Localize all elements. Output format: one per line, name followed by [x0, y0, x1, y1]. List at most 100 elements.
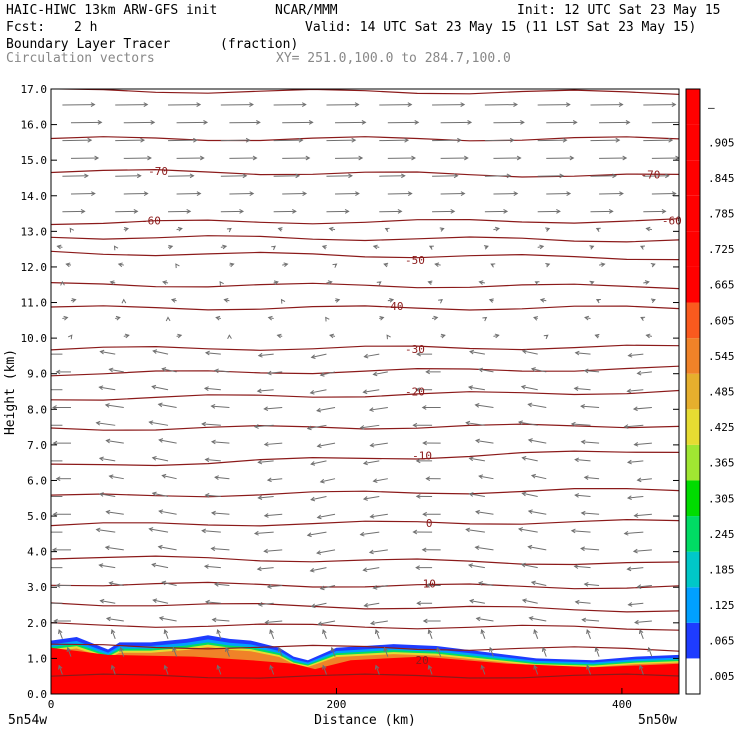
- vector-arrow: [211, 441, 230, 444]
- vector-arrow-head: [327, 280, 333, 285]
- vector-arrow-head: [527, 402, 533, 408]
- colorbar-label: .005: [708, 670, 735, 683]
- colorbar-label: .065: [708, 635, 735, 648]
- x-tick-label: 200: [327, 698, 347, 711]
- field-name: Boundary Layer Tracer: [6, 37, 171, 52]
- vector-arrow: [152, 386, 169, 391]
- vector-arrow-head: [483, 245, 489, 250]
- vector-arrow: [518, 528, 538, 533]
- vector-arrow-head: [404, 137, 410, 143]
- vector-arrow-head: [108, 474, 114, 480]
- vector-arrow-head: [319, 478, 325, 484]
- vector-arrow-head: [271, 245, 276, 251]
- vector-arrow-head: [623, 530, 629, 536]
- vector-arrow: [317, 513, 336, 518]
- vector-arrow-head: [439, 227, 445, 232]
- vector-arrow: [217, 629, 222, 640]
- vector-arrow: [96, 422, 116, 426]
- vector-arrow: [99, 386, 116, 391]
- vector-arrow: [633, 549, 652, 552]
- vector-arrow: [214, 370, 230, 373]
- vector-arrow: [364, 353, 380, 358]
- vector-arrow-head: [569, 155, 575, 161]
- vector-arrow-head: [427, 664, 433, 670]
- vector-arrow-head: [482, 316, 488, 322]
- vector-arrow-head: [44, 530, 48, 534]
- vector-arrow-head: [316, 550, 322, 555]
- vector-arrow-head: [411, 155, 416, 161]
- vector-arrow-head: [363, 602, 369, 608]
- vector-arrow-head: [465, 420, 471, 426]
- vector-arrow: [360, 424, 380, 429]
- vector-arrow: [258, 460, 274, 463]
- vector-arrow-head: [298, 137, 304, 143]
- vector-arrow-head: [384, 227, 390, 233]
- vector-arrow-head: [143, 191, 149, 196]
- vector-arrow-head: [530, 473, 536, 479]
- x-end-label-left: 5n54w: [8, 713, 47, 728]
- vector-arrow-head: [513, 102, 518, 107]
- y-tick-label: 5.0: [27, 510, 47, 523]
- y-tick-label: 9.0: [27, 368, 47, 381]
- vector-arrow-head: [506, 173, 512, 179]
- vector-arrow: [205, 494, 221, 497]
- vector-arrow-head: [317, 621, 323, 626]
- vector-arrow-head: [55, 476, 61, 482]
- vector-arrow-head: [608, 209, 614, 214]
- vector-arrow: [120, 647, 125, 657]
- contour-line: [51, 450, 679, 467]
- vector-arrow-head: [589, 245, 595, 250]
- vector-arrow: [322, 629, 327, 640]
- vector-arrow-head: [425, 583, 431, 588]
- vector-arrow-head: [527, 544, 533, 550]
- vector-arrow: [648, 647, 653, 657]
- vector-arrow-head: [97, 120, 103, 125]
- contour-line: [51, 305, 679, 311]
- vector-arrow-head: [516, 155, 522, 161]
- vector-arrow-head: [415, 494, 421, 499]
- vector-arrow: [373, 371, 388, 375]
- vector-arrow: [264, 442, 283, 446]
- vector-arrow: [162, 474, 177, 480]
- vector-arrow-head: [196, 191, 202, 196]
- vector-arrow-head: [541, 646, 547, 652]
- vector-arrow-head: [295, 173, 301, 179]
- vector-arrow-head: [210, 439, 216, 445]
- vector-arrow-head: [308, 120, 314, 125]
- colorbar-label: .305: [708, 492, 735, 505]
- vector-arrow: [58, 629, 63, 640]
- vector-arrow-head: [56, 244, 62, 250]
- vector-arrow-head: [467, 385, 473, 390]
- contour-line: [51, 581, 679, 590]
- vector-arrow-head: [189, 173, 195, 179]
- vector-arrow-head: [407, 102, 413, 107]
- vector-arrow-head: [143, 102, 149, 107]
- vector-arrow-head: [133, 209, 139, 214]
- vector-arrow: [478, 368, 494, 373]
- vector-arrow-head: [277, 646, 283, 652]
- vector-arrow-head: [204, 350, 210, 356]
- vector-arrow-head: [47, 459, 51, 463]
- vector-arrow-head: [379, 315, 385, 321]
- contour-line: [51, 282, 679, 290]
- vector-arrow-head: [87, 137, 93, 143]
- vector-arrow-head: [460, 102, 466, 107]
- vector-arrow-head: [494, 226, 500, 232]
- vector-arrow-head: [634, 619, 639, 625]
- vector-arrow-head: [177, 226, 183, 232]
- vector-arrow-head: [151, 384, 157, 390]
- vector-arrow-head: [95, 420, 101, 426]
- vector-arrow-head: [368, 407, 374, 412]
- vector-arrow-head: [586, 664, 591, 670]
- vector-arrow-head: [581, 617, 587, 623]
- vector-arrow: [364, 602, 380, 607]
- colorbar-label: .185: [708, 563, 735, 576]
- vector-arrow-head: [594, 646, 600, 652]
- vector-arrow-head: [534, 281, 540, 286]
- colorbar-swatch: [686, 338, 700, 374]
- fcst-label: Fcst:: [6, 20, 46, 35]
- vector-arrow: [162, 581, 177, 586]
- vector-arrow-head: [440, 333, 446, 339]
- colorbar-label: .485: [708, 386, 735, 399]
- vector-arrow-head: [109, 280, 115, 285]
